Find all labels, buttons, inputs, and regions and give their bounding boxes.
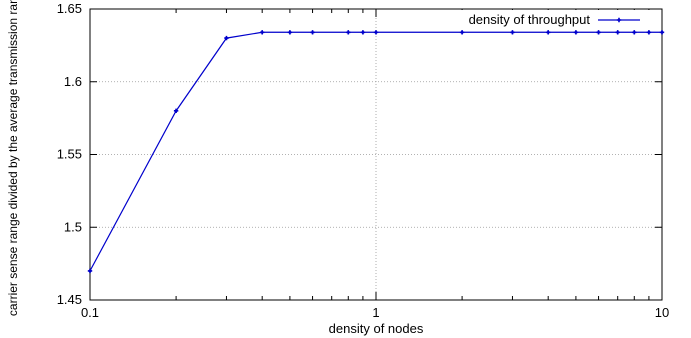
legend: density of throughput bbox=[390, 10, 661, 30]
data-point-dot bbox=[346, 30, 350, 34]
series-layer bbox=[87, 30, 665, 274]
y-tick-label: 1.65 bbox=[57, 1, 82, 16]
legend-label: density of throughput bbox=[469, 12, 591, 27]
y-tick-label: 1.6 bbox=[64, 74, 82, 89]
data-point-dot bbox=[660, 30, 664, 34]
y-tick-label: 1.45 bbox=[57, 292, 82, 307]
x-tick-label: 10 bbox=[655, 305, 669, 320]
data-point-dot bbox=[546, 30, 550, 34]
data-point-dot bbox=[597, 30, 600, 34]
data-point-dot bbox=[260, 30, 264, 34]
data-point-dot bbox=[616, 30, 620, 34]
data-point-dot bbox=[174, 109, 178, 113]
data-point-dot bbox=[647, 30, 651, 34]
data-point-dot bbox=[311, 30, 314, 34]
data-point-dot bbox=[511, 30, 514, 34]
x-axis-label: density of nodes bbox=[329, 321, 424, 336]
data-point-dot bbox=[374, 30, 378, 34]
legend-background bbox=[390, 10, 661, 30]
data-point-dot bbox=[632, 30, 636, 34]
x-tick-label: 0.1 bbox=[81, 305, 99, 320]
x-tick-label: 1 bbox=[372, 305, 379, 320]
data-point-dot bbox=[88, 269, 92, 273]
series-line bbox=[89, 31, 662, 272]
data-point-dot bbox=[225, 36, 228, 40]
axis-ticks: 1.45 1.5 1.55 1.6 1.65 0.1 1 10 bbox=[57, 1, 670, 320]
legend-marker bbox=[616, 17, 622, 23]
data-point-dot bbox=[460, 30, 464, 34]
data-point-dot bbox=[574, 30, 578, 34]
grid-lines bbox=[90, 9, 662, 300]
y-tick-label: 1.55 bbox=[57, 147, 82, 162]
y-axis-label: carrier sense range divided by the avera… bbox=[6, 0, 20, 316]
data-point-dot bbox=[361, 30, 365, 34]
data-point-dot bbox=[288, 30, 292, 34]
y-tick-label: 1.5 bbox=[64, 219, 82, 234]
